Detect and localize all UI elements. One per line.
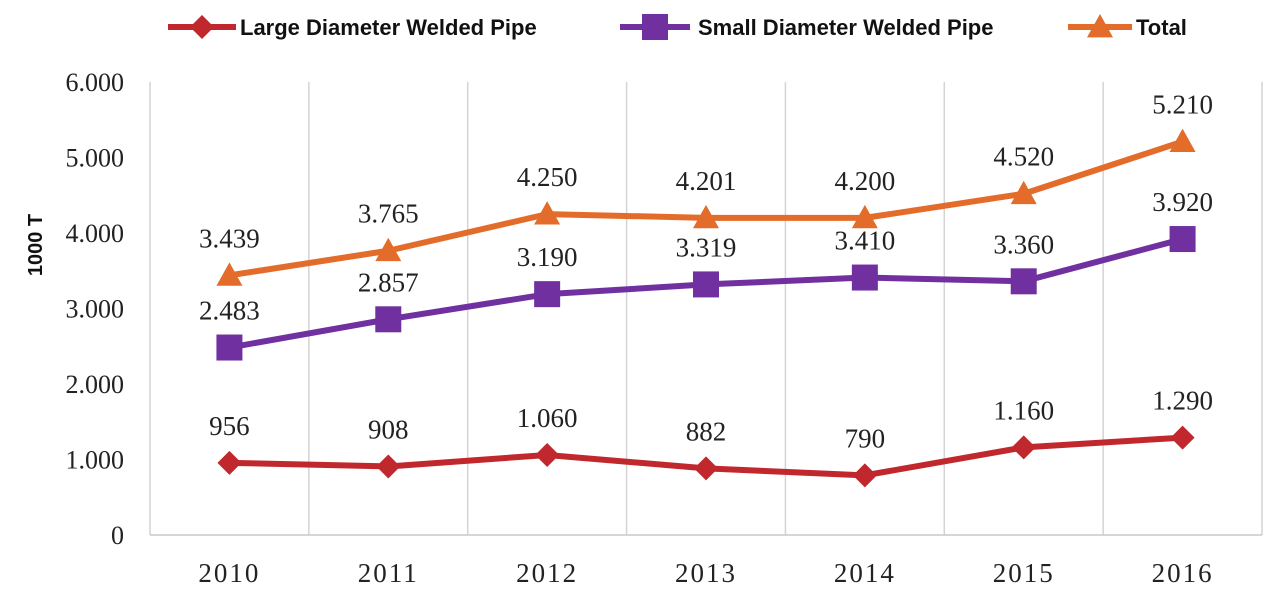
legend-label: Total (1136, 15, 1187, 40)
small-diameter-welded-pipe-marker (1169, 226, 1196, 253)
x-tick-label: 2011 (358, 558, 419, 588)
x-tick-label: 2015 (993, 558, 1055, 588)
large-diameter-welded-pipe-data-label: 1.290 (1152, 386, 1213, 416)
large-diameter-welded-pipe-data-label: 956 (209, 411, 250, 441)
legend-small-diameter-welded-pipe-marker (642, 14, 668, 40)
large-diameter-welded-pipe-marker (376, 454, 401, 479)
total-marker (851, 204, 878, 229)
large-diameter-welded-pipe-marker (1011, 435, 1036, 460)
small-diameter-welded-pipe-data-label: 2.857 (358, 267, 419, 297)
x-tick-label: 2016 (1152, 558, 1214, 588)
total-marker (375, 237, 402, 262)
small-diameter-welded-pipe-data-label: 2.483 (199, 296, 260, 326)
small-diameter-welded-pipe-marker (693, 271, 719, 298)
total-marker (1010, 180, 1037, 205)
total-data-label: 5.210 (1152, 90, 1213, 120)
small-diameter-welded-pipe-data-label: 3.360 (993, 229, 1054, 259)
x-tick-label: 2012 (516, 558, 578, 588)
legend-total-marker (1087, 14, 1113, 38)
total-data-label: 4.201 (676, 166, 737, 196)
large-diameter-welded-pipe-marker (694, 456, 718, 481)
small-diameter-welded-pipe-marker (216, 334, 243, 361)
total-data-label: 4.250 (517, 162, 578, 192)
axes: 0 1.000 2.000 3.000 4.000 5.000 6.000 2010 2011 2… (66, 68, 1262, 588)
x-tick-label: 2014 (834, 558, 896, 588)
legend-large-diameter-welded-pipe-marker (190, 15, 214, 39)
y-axis-label: 1000 T (25, 214, 47, 276)
large-diameter-welded-pipe-data-label: 790 (845, 423, 886, 453)
total-data-label: 4.200 (834, 166, 895, 196)
total-marker (534, 201, 561, 225)
series-layer (216, 128, 1196, 488)
small-diameter-welded-pipe-data-label: 3.319 (676, 232, 737, 262)
total-marker (216, 262, 243, 286)
y-tick-label: 4.000 (66, 219, 125, 248)
total-data-label: 4.520 (993, 142, 1054, 172)
legend-label: Large Diameter Welded Pipe (240, 15, 537, 40)
data-labels: 956 908 1.060 882 790 1.160 1.290 2.483 2.857 3.1… (199, 90, 1213, 454)
large-diameter-welded-pipe-marker (217, 450, 242, 475)
x-tick-label: 2013 (675, 558, 737, 588)
legend-label: Small Diameter Welded Pipe (698, 15, 993, 40)
total-marker (1169, 128, 1196, 153)
y-tick-label: 0 (111, 521, 124, 550)
small-diameter-welded-pipe-marker (534, 281, 561, 308)
small-diameter-welded-pipe-data-label: 3.920 (1152, 187, 1213, 217)
y-tick-label: 3.000 (66, 295, 125, 324)
small-diameter-welded-pipe-data-label: 3.190 (517, 242, 578, 272)
large-diameter-welded-pipe-data-label: 1.060 (517, 403, 578, 433)
large-diameter-welded-pipe-marker (535, 442, 560, 467)
small-diameter-welded-pipe-marker (851, 264, 878, 291)
y-tick-label: 6.000 (66, 68, 125, 97)
y-tick-label: 5.000 (66, 144, 125, 173)
legend: Large Diameter Welded Pipe Small Diameter… (168, 14, 1187, 40)
x-tick-label: 2010 (198, 558, 260, 588)
y-tick-label: 1.000 (66, 446, 125, 475)
small-diameter-welded-pipe-marker (1010, 268, 1037, 295)
total-data-label: 3.765 (358, 199, 419, 229)
total-marker (693, 204, 719, 229)
total-data-label: 3.439 (199, 223, 260, 253)
y-tick-label: 2.000 (66, 370, 125, 399)
small-diameter-welded-pipe-marker (375, 306, 402, 333)
large-diameter-welded-pipe-data-label: 908 (368, 414, 409, 444)
large-diameter-welded-pipe-data-label: 1.160 (993, 395, 1054, 425)
large-diameter-welded-pipe-data-label: 882 (686, 416, 727, 446)
large-diameter-welded-pipe-marker (852, 463, 877, 488)
large-diameter-welded-pipe-marker (1170, 425, 1195, 450)
small-diameter-welded-pipe-data-label: 3.410 (834, 226, 895, 256)
